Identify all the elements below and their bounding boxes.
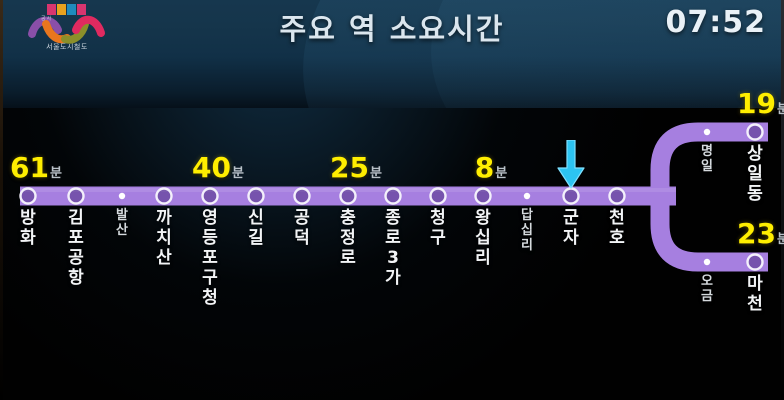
screen-left-edge [0,0,3,400]
travel-time-영등포구청: 40분 [192,151,244,184]
seoul-metro-logo: 공사 서울도시철도 [24,2,110,54]
clock-display: 07:52 [665,5,766,40]
page-title: 주요 역 소요시간 [279,12,505,46]
travel-time-마천: 23분 [737,217,784,250]
travel-time-방화: 61분 [10,151,62,184]
logo-arcs-icon [28,4,105,44]
current-position-down-arrow-icon [557,140,585,189]
travel-time-왕십리: 8분 [474,151,508,184]
logo-sub-text: 공사 [41,16,53,22]
header-background [0,0,784,299]
travel-time-상일동: 19분 [737,87,784,120]
logo-bottom-text: 서울도시철도 [46,43,88,51]
travel-time-충정로: 25분 [330,151,382,184]
screen-right-edge [781,0,784,400]
